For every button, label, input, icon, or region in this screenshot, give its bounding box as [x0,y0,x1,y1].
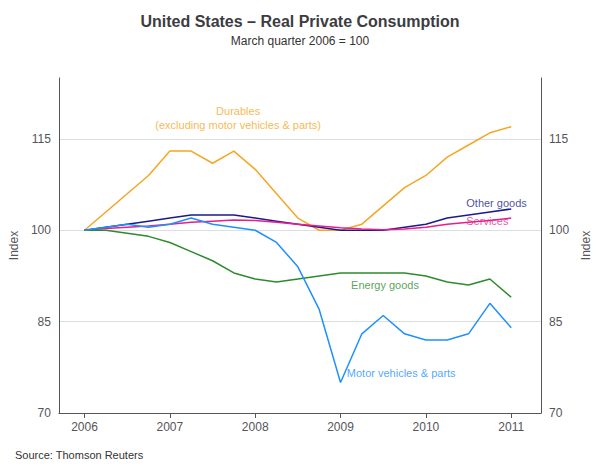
svg-text:115: 115 [549,132,568,146]
svg-text:70: 70 [38,406,52,420]
svg-text:100: 100 [31,223,51,237]
svg-text:Services: Services [466,215,509,227]
svg-text:Index: Index [7,231,21,260]
svg-text:Other goods: Other goods [466,197,527,209]
svg-text:Source: Thomson Reuters: Source: Thomson Reuters [15,449,144,461]
svg-text:United States – Real Private C: United States – Real Private Consumption [140,13,459,30]
svg-text:2008: 2008 [242,420,269,434]
svg-text:Energy goods: Energy goods [351,279,419,291]
svg-text:(excluding motor vehicles & pa: (excluding motor vehicles & parts) [155,119,321,131]
svg-text:85: 85 [549,315,563,329]
svg-text:2007: 2007 [157,420,184,434]
svg-text:Durables: Durables [216,105,261,117]
svg-text:Motor vehicles & parts: Motor vehicles & parts [347,367,456,379]
svg-text:85: 85 [38,315,52,329]
svg-text:March quarter 2006 = 100: March quarter 2006 = 100 [231,34,370,48]
svg-text:70: 70 [549,406,563,420]
svg-text:2009: 2009 [327,420,354,434]
svg-text:115: 115 [32,132,51,146]
svg-text:2011: 2011 [498,420,524,434]
svg-text:100: 100 [549,223,569,237]
svg-text:2006: 2006 [71,420,98,434]
svg-text:Index: Index [579,231,593,260]
svg-text:2010: 2010 [413,420,440,434]
